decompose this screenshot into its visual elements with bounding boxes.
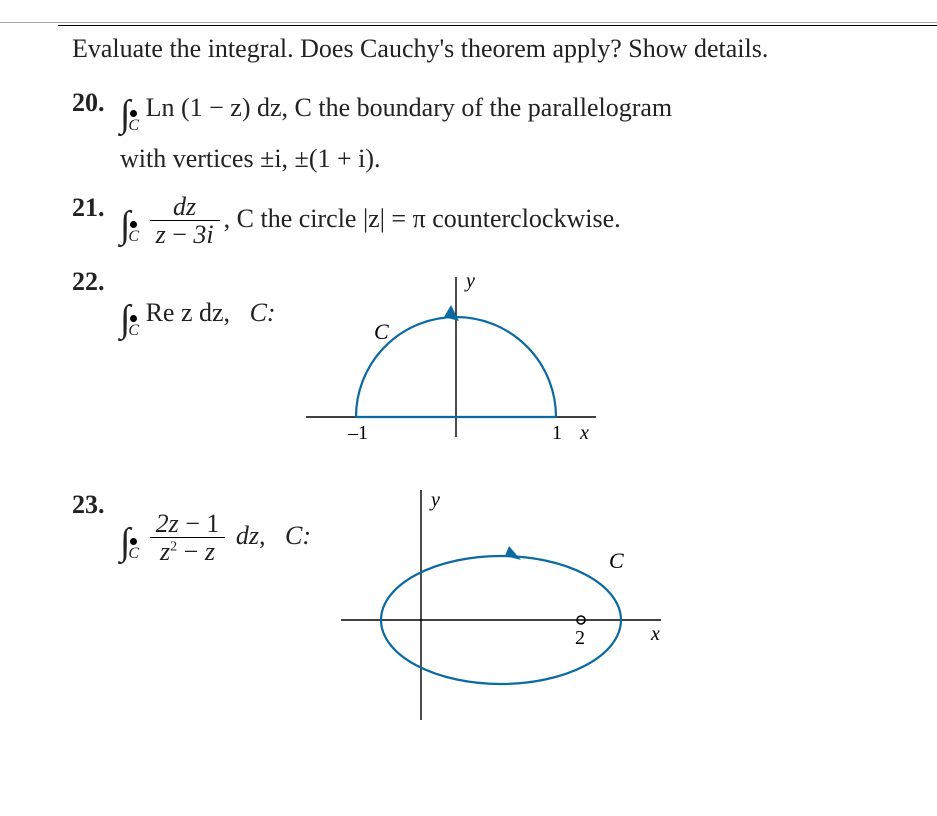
- p21-desc: , C the circle |z| = π counterclockwise.: [224, 204, 621, 233]
- y-axis-label: y: [429, 490, 440, 511]
- curve-label-C: C: [374, 319, 389, 344]
- problem-body: ∫C Re z dz, C: –1: [120, 267, 897, 479]
- integral-sub-c: C: [128, 117, 139, 134]
- problem-22: 22. ∫C Re z dz, C:: [72, 267, 897, 479]
- page-content: Evaluate the integral. Does Cauchy's the…: [0, 26, 937, 742]
- p21-fraction: dz z − 3i: [150, 193, 220, 249]
- p23-num-1: 1: [206, 509, 219, 538]
- y-axis-label: y: [464, 270, 475, 292]
- p23-dz: dz,: [236, 521, 266, 550]
- p20-integrand: Ln (1 − z) dz: [146, 93, 282, 122]
- problem-number: 22.: [72, 267, 120, 297]
- p20-desc2: with vertices ±i, ±(1 + i).: [120, 144, 381, 173]
- integral-sub-c: C: [128, 228, 139, 245]
- problem-number: 20.: [72, 88, 120, 118]
- p23-figure: x y C 2: [331, 490, 671, 742]
- problem-23: 23. ∫C 2z − 1 z2 − z dz, C:: [72, 490, 897, 742]
- problem-21: 21. ∫C dz z − 3i , C the circle |z| = π …: [72, 193, 897, 250]
- integral-sub-c: C: [128, 545, 139, 562]
- problem-body: ∫C dz z − 3i , C the circle |z| = π coun…: [120, 193, 897, 250]
- integral-sub-c: C: [128, 322, 139, 339]
- page-rule-outer: [0, 22, 937, 23]
- p23-num-2z: 2z: [156, 509, 179, 538]
- tick-pos1: 1: [552, 422, 562, 444]
- p23-C-label: C:: [285, 521, 311, 550]
- p23-fraction: 2z − 1 z2 − z: [150, 510, 226, 566]
- p23-den-exp: 2: [170, 539, 177, 554]
- p21-den-3i: 3i: [193, 220, 213, 249]
- p20-desc1: , C the boundary of the parallelogram: [282, 93, 673, 122]
- problem-number: 23.: [72, 490, 120, 520]
- p22-integrand: Re z dz,: [146, 298, 230, 327]
- p23-den-z: z: [160, 537, 170, 566]
- p21-den-z: z: [156, 220, 166, 249]
- instructions: Evaluate the integral. Does Cauchy's the…: [72, 32, 897, 66]
- curve-label-C: C: [609, 548, 624, 573]
- x-axis-label: x: [650, 623, 660, 645]
- arrow-ellipse-icon: [505, 546, 521, 560]
- problem-number: 21.: [72, 193, 120, 223]
- p21-num: dz: [173, 192, 196, 221]
- tick-neg1: –1: [347, 422, 368, 444]
- arrow-top-icon: [444, 305, 459, 321]
- x-axis-label: x: [579, 422, 589, 444]
- p23-den-z2: z: [205, 537, 215, 566]
- problem-body: ∫C Ln (1 − z) dz, C the boundary of the …: [120, 88, 897, 179]
- p23-svg: x y C 2: [331, 490, 671, 730]
- problem-body: ∫C 2z − 1 z2 − z dz, C:: [120, 490, 897, 742]
- p22-svg: –1 1 x y C: [296, 267, 616, 467]
- tick-2: 2: [575, 627, 585, 649]
- p22-figure: –1 1 x y C: [296, 267, 616, 479]
- p22-C-label: C:: [250, 298, 276, 327]
- problem-20: 20. ∫C Ln (1 − z) dz, C the boundary of …: [72, 88, 897, 179]
